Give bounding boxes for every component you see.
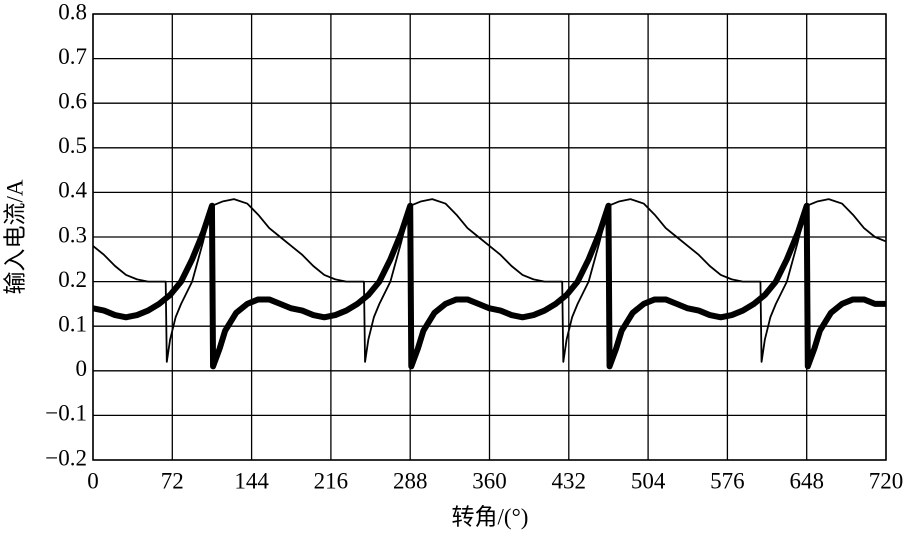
y-axis-label: 输入电流/A bbox=[2, 179, 27, 294]
x-tick-label: 720 bbox=[869, 468, 904, 493]
x-tick-label: 216 bbox=[314, 468, 349, 493]
y-tick-label: 0.8 bbox=[58, 0, 87, 24]
x-tick-label: 360 bbox=[472, 468, 507, 493]
x-tick-label: 576 bbox=[710, 468, 745, 493]
x-axis-label: 转角/(°) bbox=[452, 504, 529, 529]
x-tick-label: 504 bbox=[631, 468, 666, 493]
series-line bbox=[92, 202, 886, 370]
plot-border bbox=[92, 13, 887, 461]
x-tick-label: 288 bbox=[393, 468, 428, 493]
y-tick-label: −0.2 bbox=[45, 445, 87, 470]
y-tick-label: 0 bbox=[76, 356, 88, 381]
y-tick-label: 0.6 bbox=[58, 88, 87, 113]
x-tick-label: 648 bbox=[789, 468, 824, 493]
y-tick-label: −0.1 bbox=[45, 401, 87, 426]
series-line bbox=[92, 198, 887, 363]
x-tick-label: 0 bbox=[87, 468, 99, 493]
y-tick-label: 0.3 bbox=[58, 222, 87, 247]
x-tick-label: 432 bbox=[552, 468, 587, 493]
y-tick-label: 0.2 bbox=[58, 267, 87, 292]
y-tick-label: 0.4 bbox=[58, 178, 87, 203]
y-tick-label: 0.7 bbox=[58, 44, 87, 69]
y-tick-label: 0.1 bbox=[58, 311, 87, 336]
x-tick-label: 72 bbox=[161, 468, 184, 493]
x-tick-label: 144 bbox=[234, 468, 269, 493]
y-tick-label: 0.5 bbox=[58, 133, 87, 158]
